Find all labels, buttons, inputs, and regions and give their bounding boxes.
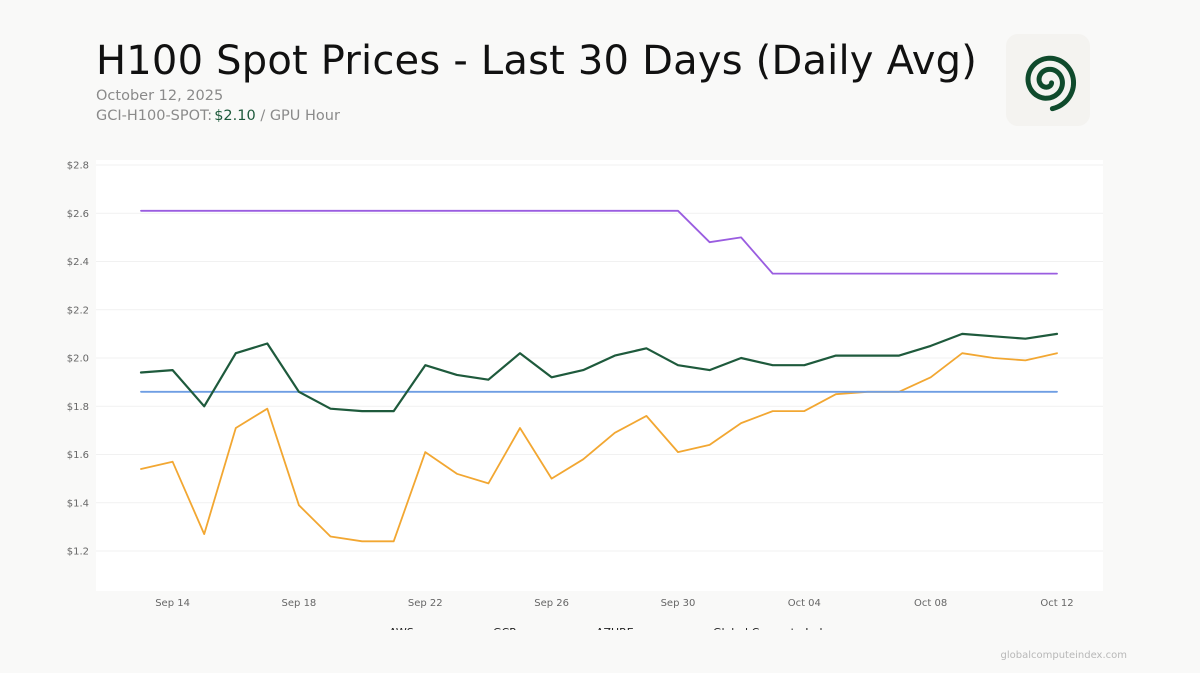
legend-label: Global Compute Index <box>713 626 836 630</box>
y-tick-label: $2.0 <box>67 354 89 365</box>
plot-area <box>96 160 1103 591</box>
price-chart-svg: $1.2 $1.4 $1.6 $1.8 $2.0 $2.2 $2.4 $2.6 $2.8 Sep … <box>67 160 1103 639</box>
y-tick-label: $2.4 <box>67 257 89 268</box>
footer-site: globalcomputeindex.com <box>1000 650 1127 661</box>
x-tick-label: Sep 22 <box>408 598 443 609</box>
price-chart: $1.2 $1.4 $1.6 $1.8 $2.0 $2.2 $2.4 $2.6 $2.8 Sep … <box>0 150 1200 639</box>
legend-label: GCP <box>493 626 516 630</box>
y-tick-label: $1.8 <box>67 402 89 413</box>
index-unit: / GPU Hour <box>260 108 340 124</box>
x-tick-label: Oct 04 <box>788 598 821 609</box>
series-line <box>140 209 1058 275</box>
y-tick-label: $1.2 <box>67 547 89 558</box>
x-tick-label: Sep 26 <box>534 598 569 609</box>
index-price-line: GCI-H100-SPOT: $2.10 / GPU Hour <box>96 108 340 124</box>
y-tick-label: $2.2 <box>67 305 89 316</box>
logo <box>1006 34 1090 126</box>
x-tick-label: Sep 14 <box>155 598 190 609</box>
index-label: GCI-H100-SPOT: <box>96 108 213 124</box>
legend-label: AZURE <box>596 626 634 630</box>
spiral-icon <box>1025 55 1077 112</box>
y-tick-label: $1.6 <box>67 450 89 461</box>
y-tick-label: $1.4 <box>67 498 89 509</box>
page-title: H100 Spot Prices - Last 30 Days (Daily A… <box>96 38 978 84</box>
series-line <box>139 332 1059 413</box>
y-tick-label: $2.8 <box>67 161 89 172</box>
index-price: $2.10 <box>214 108 256 124</box>
report-date: October 12, 2025 <box>96 88 224 104</box>
x-tick-label: Sep 30 <box>661 598 696 609</box>
x-tick-label: Oct 08 <box>914 598 947 609</box>
y-tick-label: $2.6 <box>67 209 89 220</box>
legend-label: AWS <box>389 626 414 630</box>
series-line <box>140 352 1058 543</box>
x-tick-label: Sep 18 <box>282 598 317 609</box>
x-tick-label: Oct 12 <box>1040 598 1073 609</box>
